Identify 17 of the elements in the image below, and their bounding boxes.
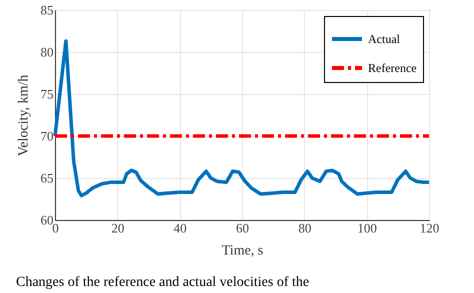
x-tick-label: 40	[174, 220, 187, 236]
x-tick-label: 100	[357, 220, 377, 236]
legend-label: Reference	[368, 61, 417, 75]
text: Changes of the reference and actual velocities of the	[16, 275, 310, 290]
y-tick-label: 75	[40, 86, 54, 102]
x-tick-label: 0	[52, 220, 59, 236]
y-tick-label: 85	[40, 2, 54, 18]
y-tick-label: 80	[40, 44, 54, 60]
y-axis-title: Velocity, km/h	[16, 74, 32, 156]
x-tick-label: 120	[420, 220, 440, 236]
y-tick-label: 70	[40, 128, 54, 144]
x-tick-label: 60	[236, 220, 249, 236]
legend-label: Actual	[368, 32, 401, 46]
x-tick-label: 80	[298, 220, 312, 236]
x-tick-label: 20	[111, 220, 124, 236]
y-tick-label: 65	[40, 170, 54, 186]
x-axis-title: Time, s	[222, 244, 264, 258]
